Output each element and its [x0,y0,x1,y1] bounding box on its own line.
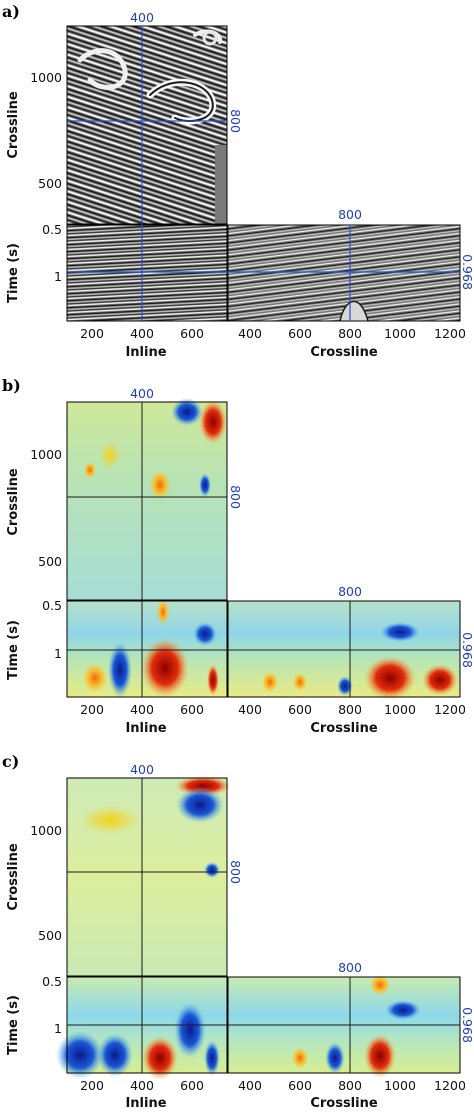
xlabel-inline: Inline [125,721,166,736]
anomaly-blobs-crossline [292,975,421,1078]
tick-time-1: 1 [54,269,62,284]
padding-region [215,145,227,224]
xlabel-crossline: Crossline [310,345,378,360]
ylabel-crossline: Crossline [6,843,21,911]
tick-xline-1200: 1200 [434,702,466,717]
slice-guides [67,26,460,321]
tick-inline-200: 200 [80,702,104,717]
tick-xline-400: 400 [238,1078,262,1093]
tick-xline-800: 800 [338,702,362,717]
tick-crossline-500: 500 [38,176,62,191]
depth-slice-image [67,402,227,600]
crossline-section-image [228,225,460,321]
xlabel-crossline: Crossline [310,1096,378,1111]
tick-xline-1200: 1200 [434,326,466,341]
tick-inline-400: 400 [130,326,154,341]
depth-slice-image [67,26,227,224]
tick-xline-1000: 1000 [384,1078,416,1093]
tick-time-0.5: 0.5 [42,222,62,237]
tick-inline-200: 200 [80,326,104,341]
anomaly-blobs-inline [56,1002,220,1080]
tick-time-1: 1 [54,1021,62,1036]
slice-guides [67,778,460,1073]
tick-xline-400: 400 [238,702,262,717]
slice-label-time: 0.968 [460,1007,474,1043]
xlabel-inline: Inline [125,1096,166,1111]
xlabel-crossline: Crossline [310,721,378,736]
tick-time-0.5: 0.5 [42,598,62,613]
slice-label-crossline: 800 [338,207,362,222]
panel-c: c) [2,752,474,1111]
tick-crossline-500: 500 [38,554,62,569]
panel-letter-a: a) [2,2,20,21]
ylabel-crossline: Crossline [6,91,21,159]
anomaly-blobs-crossline [262,622,458,700]
xlabel-inline: Inline [125,345,166,360]
slice-guides [67,402,460,697]
slice-label-inline: 400 [130,762,154,777]
tick-xline-400: 400 [238,326,262,341]
panel-letter-b: b) [2,376,21,395]
tick-inline-200: 200 [80,1078,104,1093]
tick-inline-400: 400 [130,702,154,717]
anomaly-blobs-top [80,776,231,878]
tick-crossline-1000: 1000 [30,70,62,85]
tick-xline-1000: 1000 [384,702,416,717]
slice-label-crossline: 800 [338,960,362,975]
inline-section-image [67,225,227,321]
tick-xline-800: 800 [338,1078,362,1093]
tick-xline-1200: 1200 [434,1078,466,1093]
ylabel-crossline: Crossline [6,468,21,536]
slice-label-time: 0.968 [460,632,474,668]
tick-crossline-1000: 1000 [30,823,62,838]
slice-label-crossline-side: 800 [228,485,243,509]
slice-label-inline: 400 [130,386,154,401]
tick-time-1: 1 [54,646,62,661]
panel-b: b) [2,376,474,736]
tick-xline-600: 600 [288,1078,312,1093]
tick-inline-600: 600 [180,1078,204,1093]
tick-inline-600: 600 [180,326,204,341]
tick-xline-1000: 1000 [384,326,416,341]
tick-inline-600: 600 [180,702,204,717]
tick-xline-600: 600 [288,326,312,341]
anomaly-blobs-inline [83,600,219,698]
ylabel-time: Time (s) [6,995,21,1055]
anomaly-blobs-top [84,398,227,499]
tick-xline-800: 800 [338,326,362,341]
panel-a: a) 400 800 800 0.968 1000 [2,2,474,360]
slice-label-time: 0.968 [460,254,474,290]
panel-letter-c: c) [2,752,19,771]
tick-xline-600: 600 [288,702,312,717]
tick-time-0.5: 0.5 [42,974,62,989]
ylabel-time: Time (s) [6,620,21,680]
slice-label-inline: 400 [130,10,154,25]
slice-label-crossline: 800 [338,584,362,599]
slice-label-crossline-side: 800 [228,109,243,133]
tick-inline-400: 400 [130,1078,154,1093]
dome-feature [339,300,369,322]
tick-crossline-1000: 1000 [30,447,62,462]
tick-crossline-500: 500 [38,928,62,943]
ylabel-time: Time (s) [6,243,21,303]
slice-label-crossline-side: 800 [228,860,243,884]
